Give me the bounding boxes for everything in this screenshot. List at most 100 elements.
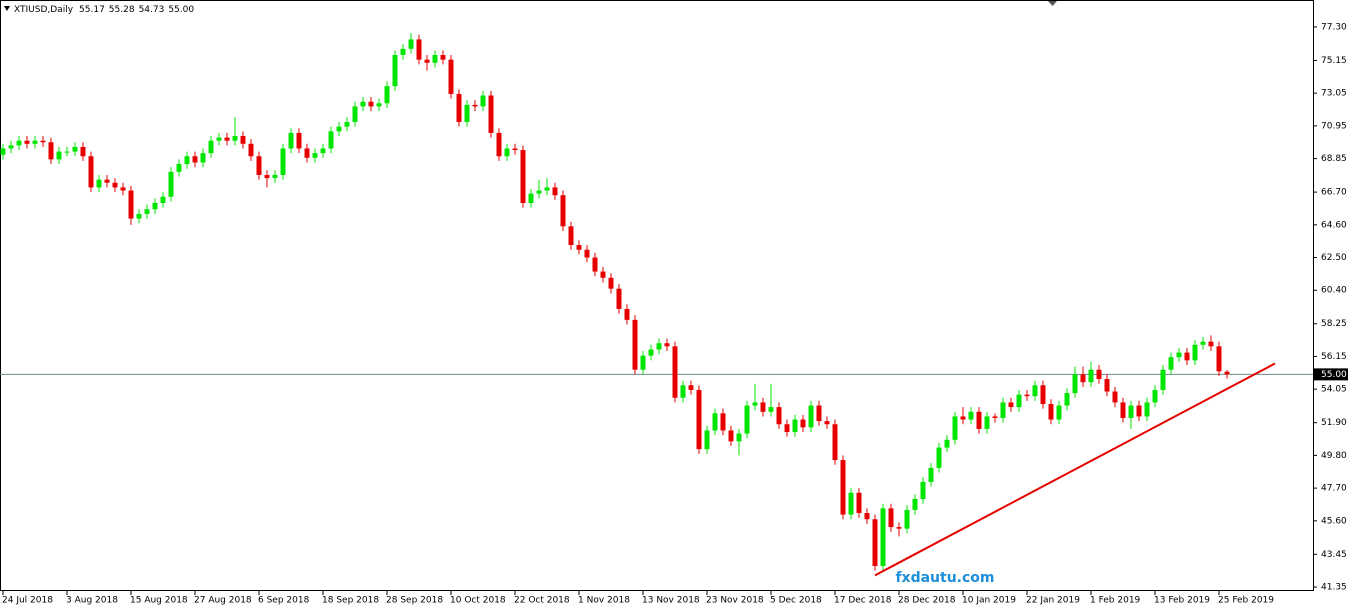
candle-body xyxy=(720,413,726,431)
candle-body xyxy=(264,174,270,179)
candle-body xyxy=(48,142,54,160)
candle-body xyxy=(104,179,110,183)
candle-body xyxy=(496,132,502,157)
candle-body xyxy=(64,151,70,153)
candle-body xyxy=(544,187,550,191)
candle-body xyxy=(896,527,902,529)
candle-body xyxy=(1040,385,1046,404)
candle-body xyxy=(624,308,630,320)
candle-body xyxy=(168,171,174,197)
candle-body xyxy=(288,132,294,149)
candle-body xyxy=(1008,402,1014,408)
candle-body xyxy=(648,349,654,356)
price-label-box xyxy=(1314,368,1348,381)
candle-body xyxy=(1048,403,1054,420)
candle-body xyxy=(776,407,782,425)
candle-body xyxy=(1072,374,1078,394)
candle-body xyxy=(152,203,158,210)
y-tick-label: 56.15 xyxy=(1321,352,1347,362)
chart-header: XTIUSD,Daily 55.17 55.28 54.73 55.00 xyxy=(14,5,194,15)
candle-body xyxy=(1160,369,1166,390)
candle-body xyxy=(1216,346,1222,372)
candle-body xyxy=(552,187,558,196)
candle-body xyxy=(40,140,46,143)
candle-body xyxy=(128,190,134,219)
candle-body xyxy=(520,150,526,204)
candle-body xyxy=(360,101,366,107)
candle-body xyxy=(816,405,822,422)
candle-body xyxy=(56,151,62,160)
candle-body xyxy=(1064,393,1070,406)
candles xyxy=(0,33,1230,571)
candle-body xyxy=(560,195,566,227)
candle-body xyxy=(904,509,910,529)
candle-body xyxy=(1128,405,1134,419)
ohlc-close: 55.00 xyxy=(168,5,194,15)
x-tick-label: 13 Feb 2019 xyxy=(1154,596,1210,606)
candle-body xyxy=(136,213,142,219)
candle-body xyxy=(1120,402,1126,419)
candle-body xyxy=(872,519,878,567)
candle-body xyxy=(832,424,838,461)
candle-body xyxy=(688,385,694,390)
candle-body xyxy=(1192,344,1198,361)
candle-body xyxy=(1208,341,1214,347)
x-tick-label: 1 Nov 2018 xyxy=(578,596,630,606)
x-tick-label: 17 Dec 2018 xyxy=(834,596,892,606)
candle-body xyxy=(488,95,494,133)
candle-body xyxy=(664,343,670,347)
candle-body xyxy=(88,156,94,188)
ohlc-low: 54.73 xyxy=(139,5,165,15)
watermark: fxdautu.com xyxy=(895,570,994,586)
candle-body xyxy=(96,179,102,188)
candle-body xyxy=(808,405,814,428)
candle-body xyxy=(712,413,718,431)
price-label: 55.00 xyxy=(1321,370,1347,380)
candle-body xyxy=(408,39,414,49)
candle-body xyxy=(976,411,982,429)
candle-body xyxy=(304,148,310,158)
y-tick-label: 58.25 xyxy=(1321,319,1347,329)
candle-body xyxy=(536,190,542,194)
candle-body xyxy=(656,343,662,350)
candle-body xyxy=(1096,369,1102,380)
candle-body xyxy=(112,182,118,188)
x-tick-label: 28 Sep 2018 xyxy=(386,596,443,606)
candle-body xyxy=(936,447,942,468)
candle-body xyxy=(248,143,254,157)
candle-body xyxy=(1168,357,1174,370)
x-tick-label: 10 Oct 2018 xyxy=(450,596,506,606)
candle-body xyxy=(752,402,758,406)
candle-body xyxy=(1104,379,1110,392)
candle-body xyxy=(1152,389,1158,403)
menu-triangle[interactable] xyxy=(4,6,10,11)
candle-body xyxy=(968,411,974,420)
candle-body xyxy=(1000,402,1006,419)
symbol: XTIUSD,Daily xyxy=(14,5,74,15)
candle-body xyxy=(1056,405,1062,420)
candle-body xyxy=(880,508,886,567)
y-tick-label: 49.80 xyxy=(1321,451,1347,461)
candle-body xyxy=(704,430,710,450)
candle-body xyxy=(272,174,278,179)
y-tick-label: 41.35 xyxy=(1321,583,1347,593)
x-tick-label: 10 Jan 2019 xyxy=(962,596,1016,606)
candle-body xyxy=(864,513,870,520)
candle-body xyxy=(600,271,606,278)
candle-body xyxy=(760,402,766,412)
candle-body xyxy=(1080,374,1086,383)
candle-body xyxy=(480,95,486,107)
candle-body xyxy=(352,106,358,122)
ohlc-high: 55.28 xyxy=(109,5,135,15)
candle-body xyxy=(472,104,478,107)
candle-body xyxy=(1024,394,1030,397)
candle-body xyxy=(176,164,182,172)
x-tick-label: 5 Dec 2018 xyxy=(770,596,822,606)
candle-body xyxy=(400,48,406,55)
y-tick-label: 45.60 xyxy=(1321,516,1347,526)
candle-body xyxy=(192,156,198,163)
candle-body xyxy=(736,433,742,442)
y-tick-label: 75.15 xyxy=(1321,56,1347,66)
candle-body xyxy=(608,277,614,289)
